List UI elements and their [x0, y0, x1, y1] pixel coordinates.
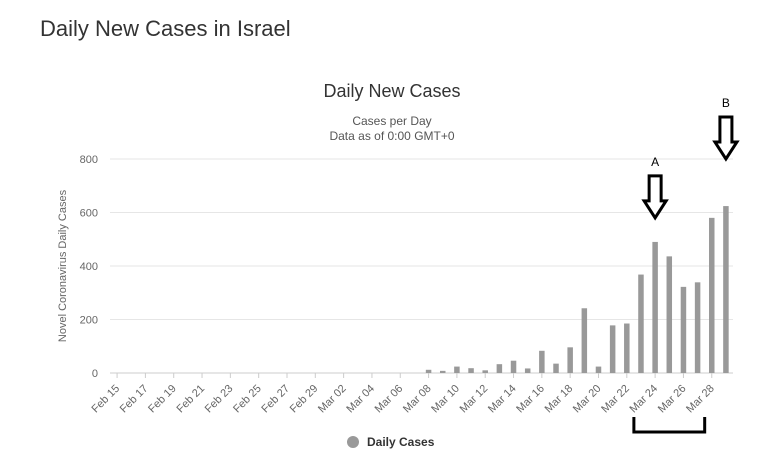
bar[interactable]: [439, 370, 446, 373]
annotations: AB: [632, 96, 740, 434]
bar[interactable]: [709, 217, 715, 373]
x-tick-label: Feb 25: [231, 383, 264, 416]
bar[interactable]: [652, 241, 658, 373]
x-tick-label: Feb 15: [89, 383, 122, 416]
bar[interactable]: [694, 282, 701, 373]
chart-title: Daily New Cases: [323, 81, 460, 101]
x-tick-label: Mar 26: [656, 383, 689, 416]
x-tick-label: Feb 19: [146, 383, 179, 416]
y-tick-label: 600: [80, 208, 98, 220]
annotation-arrow-b-icon: [712, 115, 740, 162]
bar[interactable]: [609, 325, 616, 373]
x-tick-label: Mar 16: [514, 383, 547, 416]
bar[interactable]: [595, 366, 602, 373]
x-tick-label: Mar 14: [486, 383, 519, 416]
x-tick-label: Mar 04: [344, 383, 377, 416]
legend-marker: [347, 436, 359, 448]
bar[interactable]: [680, 286, 687, 373]
page-title: Daily New Cases in Israel: [40, 16, 291, 41]
y-axis-label: Novel Coronavirus Daily Cases: [57, 189, 69, 342]
x-tick-label: Mar 20: [571, 383, 604, 416]
bar[interactable]: [496, 364, 503, 373]
annotation-arrow-b-label: B: [722, 96, 730, 110]
bar[interactable]: [468, 368, 474, 373]
x-tick-label: Feb 27: [259, 383, 292, 416]
x-tick-label: Mar 28: [684, 383, 717, 416]
x-tick-label: Mar 12: [458, 383, 491, 416]
bar[interactable]: [454, 366, 460, 373]
legend-label-daily-cases[interactable]: Daily Cases: [367, 435, 435, 449]
x-tick-label: Mar 22: [599, 383, 632, 416]
bar[interactable]: [666, 256, 673, 373]
x-tick-label: Mar 08: [401, 383, 434, 416]
x-tick-label: Feb 23: [203, 383, 236, 416]
chart-subtitle-line-1: Cases per Day: [352, 114, 431, 128]
bar[interactable]: [510, 360, 517, 373]
x-tick-label: Mar 10: [429, 383, 462, 416]
bar[interactable]: [553, 363, 559, 373]
x-tick-label: Mar 06: [373, 383, 406, 416]
x-tick-label: Mar 24: [628, 383, 661, 416]
annotation-arrow-a-icon: [641, 174, 669, 221]
bar[interactable]: [567, 347, 573, 373]
bar[interactable]: [638, 274, 644, 373]
annotation-arrow-a-label: A: [651, 155, 659, 169]
bar[interactable]: [581, 308, 588, 373]
bar[interactable]: [539, 350, 545, 373]
bar[interactable]: [482, 370, 488, 373]
x-tick-label: Feb 21: [174, 383, 207, 416]
y-axis-ticks: 0 200 400 600 800: [80, 154, 98, 380]
y-tick-label: 400: [80, 261, 98, 273]
bar[interactable]: [624, 323, 630, 373]
annotation-bracket: [632, 417, 707, 434]
bar[interactable]: [524, 368, 531, 373]
x-tick-label: Mar 02: [316, 383, 349, 416]
y-tick-label: 0: [92, 368, 98, 380]
chart-subtitle-line-2: Data as of 0:00 GMT+0: [329, 129, 454, 143]
bar[interactable]: [425, 369, 432, 373]
legend[interactable]: Daily Cases: [347, 435, 435, 449]
x-tick-label: Feb 17: [118, 383, 151, 416]
bar[interactable]: [723, 206, 729, 373]
y-tick-label: 800: [80, 154, 98, 166]
x-tick-label: Feb 29: [288, 383, 321, 416]
x-tick-label: Mar 18: [543, 383, 576, 416]
y-tick-label: 200: [80, 315, 98, 327]
bars-series-daily-cases: [425, 206, 729, 373]
